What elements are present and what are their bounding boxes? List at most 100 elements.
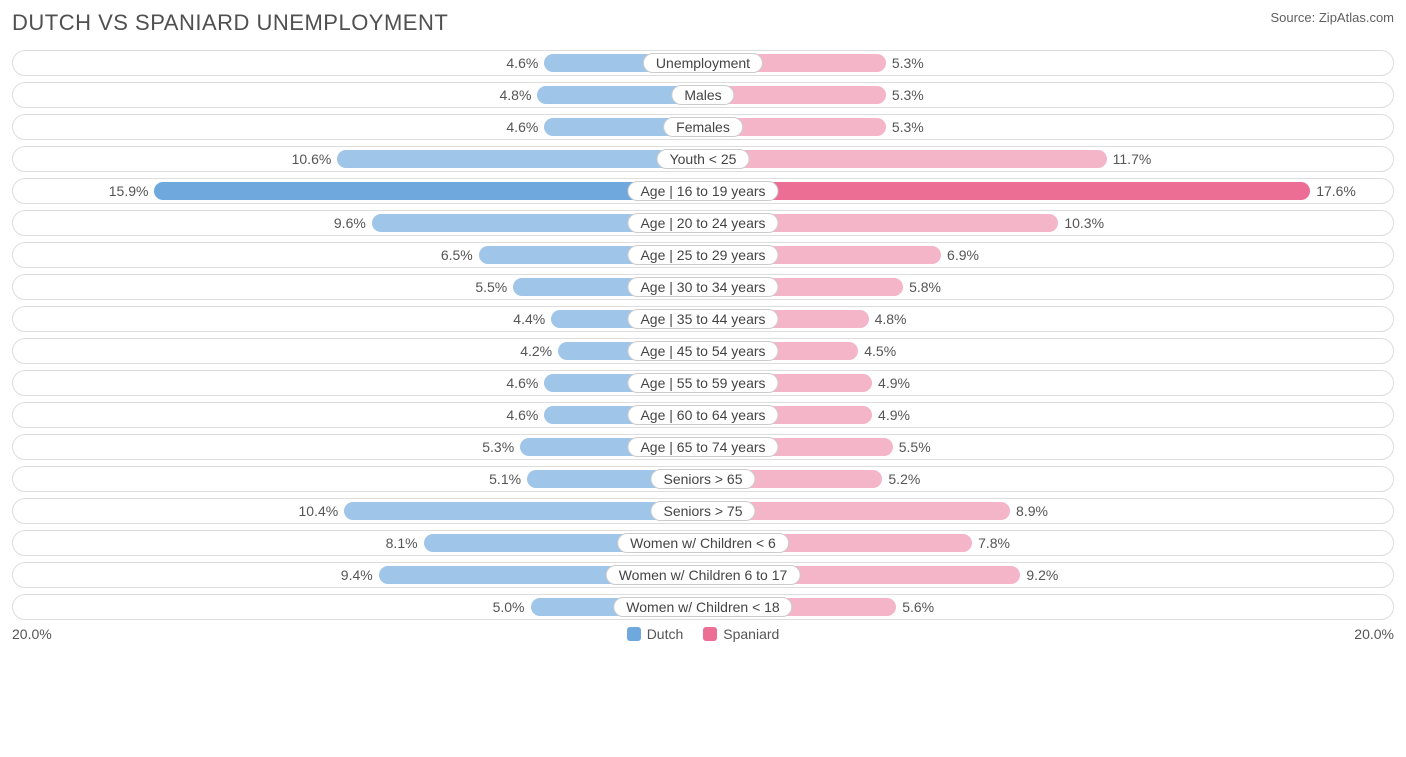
right-half: 5.6% (703, 595, 1393, 619)
chart-row: 8.1% 7.8% Women w/ Children < 6 (12, 530, 1394, 556)
row-label: Age | 25 to 29 years (627, 245, 778, 265)
right-half: 6.9% (703, 243, 1393, 267)
left-value: 9.4% (341, 563, 379, 587)
left-half: 5.3% (13, 435, 703, 459)
left-half: 4.6% (13, 403, 703, 427)
left-value: 10.4% (299, 499, 345, 523)
right-half: 10.3% (703, 211, 1393, 235)
left-half: 5.0% (13, 595, 703, 619)
row-label: Age | 55 to 59 years (627, 373, 778, 393)
left-value: 5.5% (475, 275, 513, 299)
right-half: 17.6% (703, 179, 1393, 203)
left-bar (344, 502, 703, 520)
left-half: 6.5% (13, 243, 703, 267)
left-half: 9.4% (13, 563, 703, 587)
right-half: 7.8% (703, 531, 1393, 555)
row-label: Males (671, 85, 734, 105)
left-half: 15.9% (13, 179, 703, 203)
right-half: 5.8% (703, 275, 1393, 299)
row-label: Seniors > 65 (651, 469, 756, 489)
chart-row: 15.9% 17.6% Age | 16 to 19 years (12, 178, 1394, 204)
legend-label-spaniard: Spaniard (723, 626, 779, 642)
chart-row: 5.5%5.8%Age | 30 to 34 years (12, 274, 1394, 300)
row-label: Females (663, 117, 743, 137)
left-half: 4.8% (13, 83, 703, 107)
left-value: 5.3% (482, 435, 520, 459)
left-half: 5.1% (13, 467, 703, 491)
row-label: Seniors > 75 (651, 501, 756, 521)
left-value: 9.6% (334, 211, 372, 235)
chart-row: 4.6% 5.3% Females (12, 114, 1394, 140)
chart-row: 9.4%9.2%Women w/ Children 6 to 17 (12, 562, 1394, 588)
chart-row: 10.4% 8.9% Seniors > 75 (12, 498, 1394, 524)
legend: Dutch Spaniard (627, 626, 780, 642)
right-half: 4.5% (703, 339, 1393, 363)
right-value: 5.3% (886, 115, 924, 139)
left-value: 4.6% (506, 403, 544, 427)
left-value: 5.1% (489, 467, 527, 491)
right-value: 5.8% (903, 275, 941, 299)
chart-row: 4.6% 5.3%Unemployment (12, 50, 1394, 76)
right-value: 17.6% (1310, 179, 1356, 203)
chart-row: 10.6% 11.7%Youth < 25 (12, 146, 1394, 172)
legend-swatch-spaniard (703, 627, 717, 641)
legend-swatch-dutch (627, 627, 641, 641)
left-value: 4.4% (513, 307, 551, 331)
right-value: 4.9% (872, 403, 910, 427)
chart-row: 4.6% 4.9% Age | 55 to 59 years (12, 370, 1394, 396)
legend-item-dutch: Dutch (627, 626, 684, 642)
right-value: 5.5% (893, 435, 931, 459)
right-half: 4.9% (703, 371, 1393, 395)
source-label: Source: ZipAtlas.com (1270, 10, 1394, 25)
row-label: Age | 60 to 64 years (627, 405, 778, 425)
left-value: 10.6% (292, 147, 338, 171)
right-value: 6.9% (941, 243, 979, 267)
chart-row: 5.0% 5.6%Women w/ Children < 18 (12, 594, 1394, 620)
right-value: 5.3% (886, 83, 924, 107)
right-half: 8.9% (703, 499, 1393, 523)
chart-row: 4.4% 4.8% Age | 35 to 44 years (12, 306, 1394, 332)
left-half: 4.4% (13, 307, 703, 331)
row-label: Age | 35 to 44 years (627, 309, 778, 329)
left-value: 6.5% (441, 243, 479, 267)
right-half: 5.2% (703, 467, 1393, 491)
right-value: 4.8% (869, 307, 907, 331)
right-bar (703, 182, 1310, 200)
right-bar (703, 150, 1107, 168)
right-value: 5.2% (882, 467, 920, 491)
left-bar (337, 150, 703, 168)
right-half: 4.8% (703, 307, 1393, 331)
left-half: 4.6% (13, 51, 703, 75)
row-label: Unemployment (643, 53, 763, 73)
chart-row: 9.6%10.3%Age | 20 to 24 years (12, 210, 1394, 236)
chart-row: 4.8% 5.3% Males (12, 82, 1394, 108)
left-value: 5.0% (493, 595, 531, 619)
left-value: 4.6% (506, 371, 544, 395)
left-value: 4.2% (520, 339, 558, 363)
butterfly-chart: 4.6%5.3%Unemployment4.8%5.3%Males4.6%5.3… (12, 50, 1394, 620)
right-half: 5.3% (703, 51, 1393, 75)
left-half: 5.5% (13, 275, 703, 299)
row-label: Age | 45 to 54 years (627, 341, 778, 361)
right-value: 8.9% (1010, 499, 1048, 523)
left-half: 4.6% (13, 115, 703, 139)
chart-footer: 20.0% Dutch Spaniard 20.0% (12, 626, 1394, 642)
right-value: 4.9% (872, 371, 910, 395)
row-label: Women w/ Children < 6 (617, 533, 789, 553)
chart-row: 4.6% 4.9% Age | 60 to 64 years (12, 402, 1394, 428)
left-half: 8.1% (13, 531, 703, 555)
chart-row: 4.2% 4.5%Age | 45 to 54 years (12, 338, 1394, 364)
chart-row: 6.5% 6.9% Age | 25 to 29 years (12, 242, 1394, 268)
left-value: 15.9% (109, 179, 155, 203)
row-label: Youth < 25 (657, 149, 750, 169)
left-value: 4.6% (506, 51, 544, 75)
chart-row: 5.3%5.5%Age | 65 to 74 years (12, 434, 1394, 460)
row-label: Women w/ Children < 18 (613, 597, 792, 617)
right-half: 11.7% (703, 147, 1393, 171)
row-label: Age | 16 to 19 years (627, 181, 778, 201)
chart-row: 5.1% 5.2% Seniors > 65 (12, 466, 1394, 492)
right-value: 10.3% (1058, 211, 1104, 235)
right-value: 7.8% (972, 531, 1010, 555)
legend-item-spaniard: Spaniard (703, 626, 779, 642)
right-half: 5.3% (703, 115, 1393, 139)
